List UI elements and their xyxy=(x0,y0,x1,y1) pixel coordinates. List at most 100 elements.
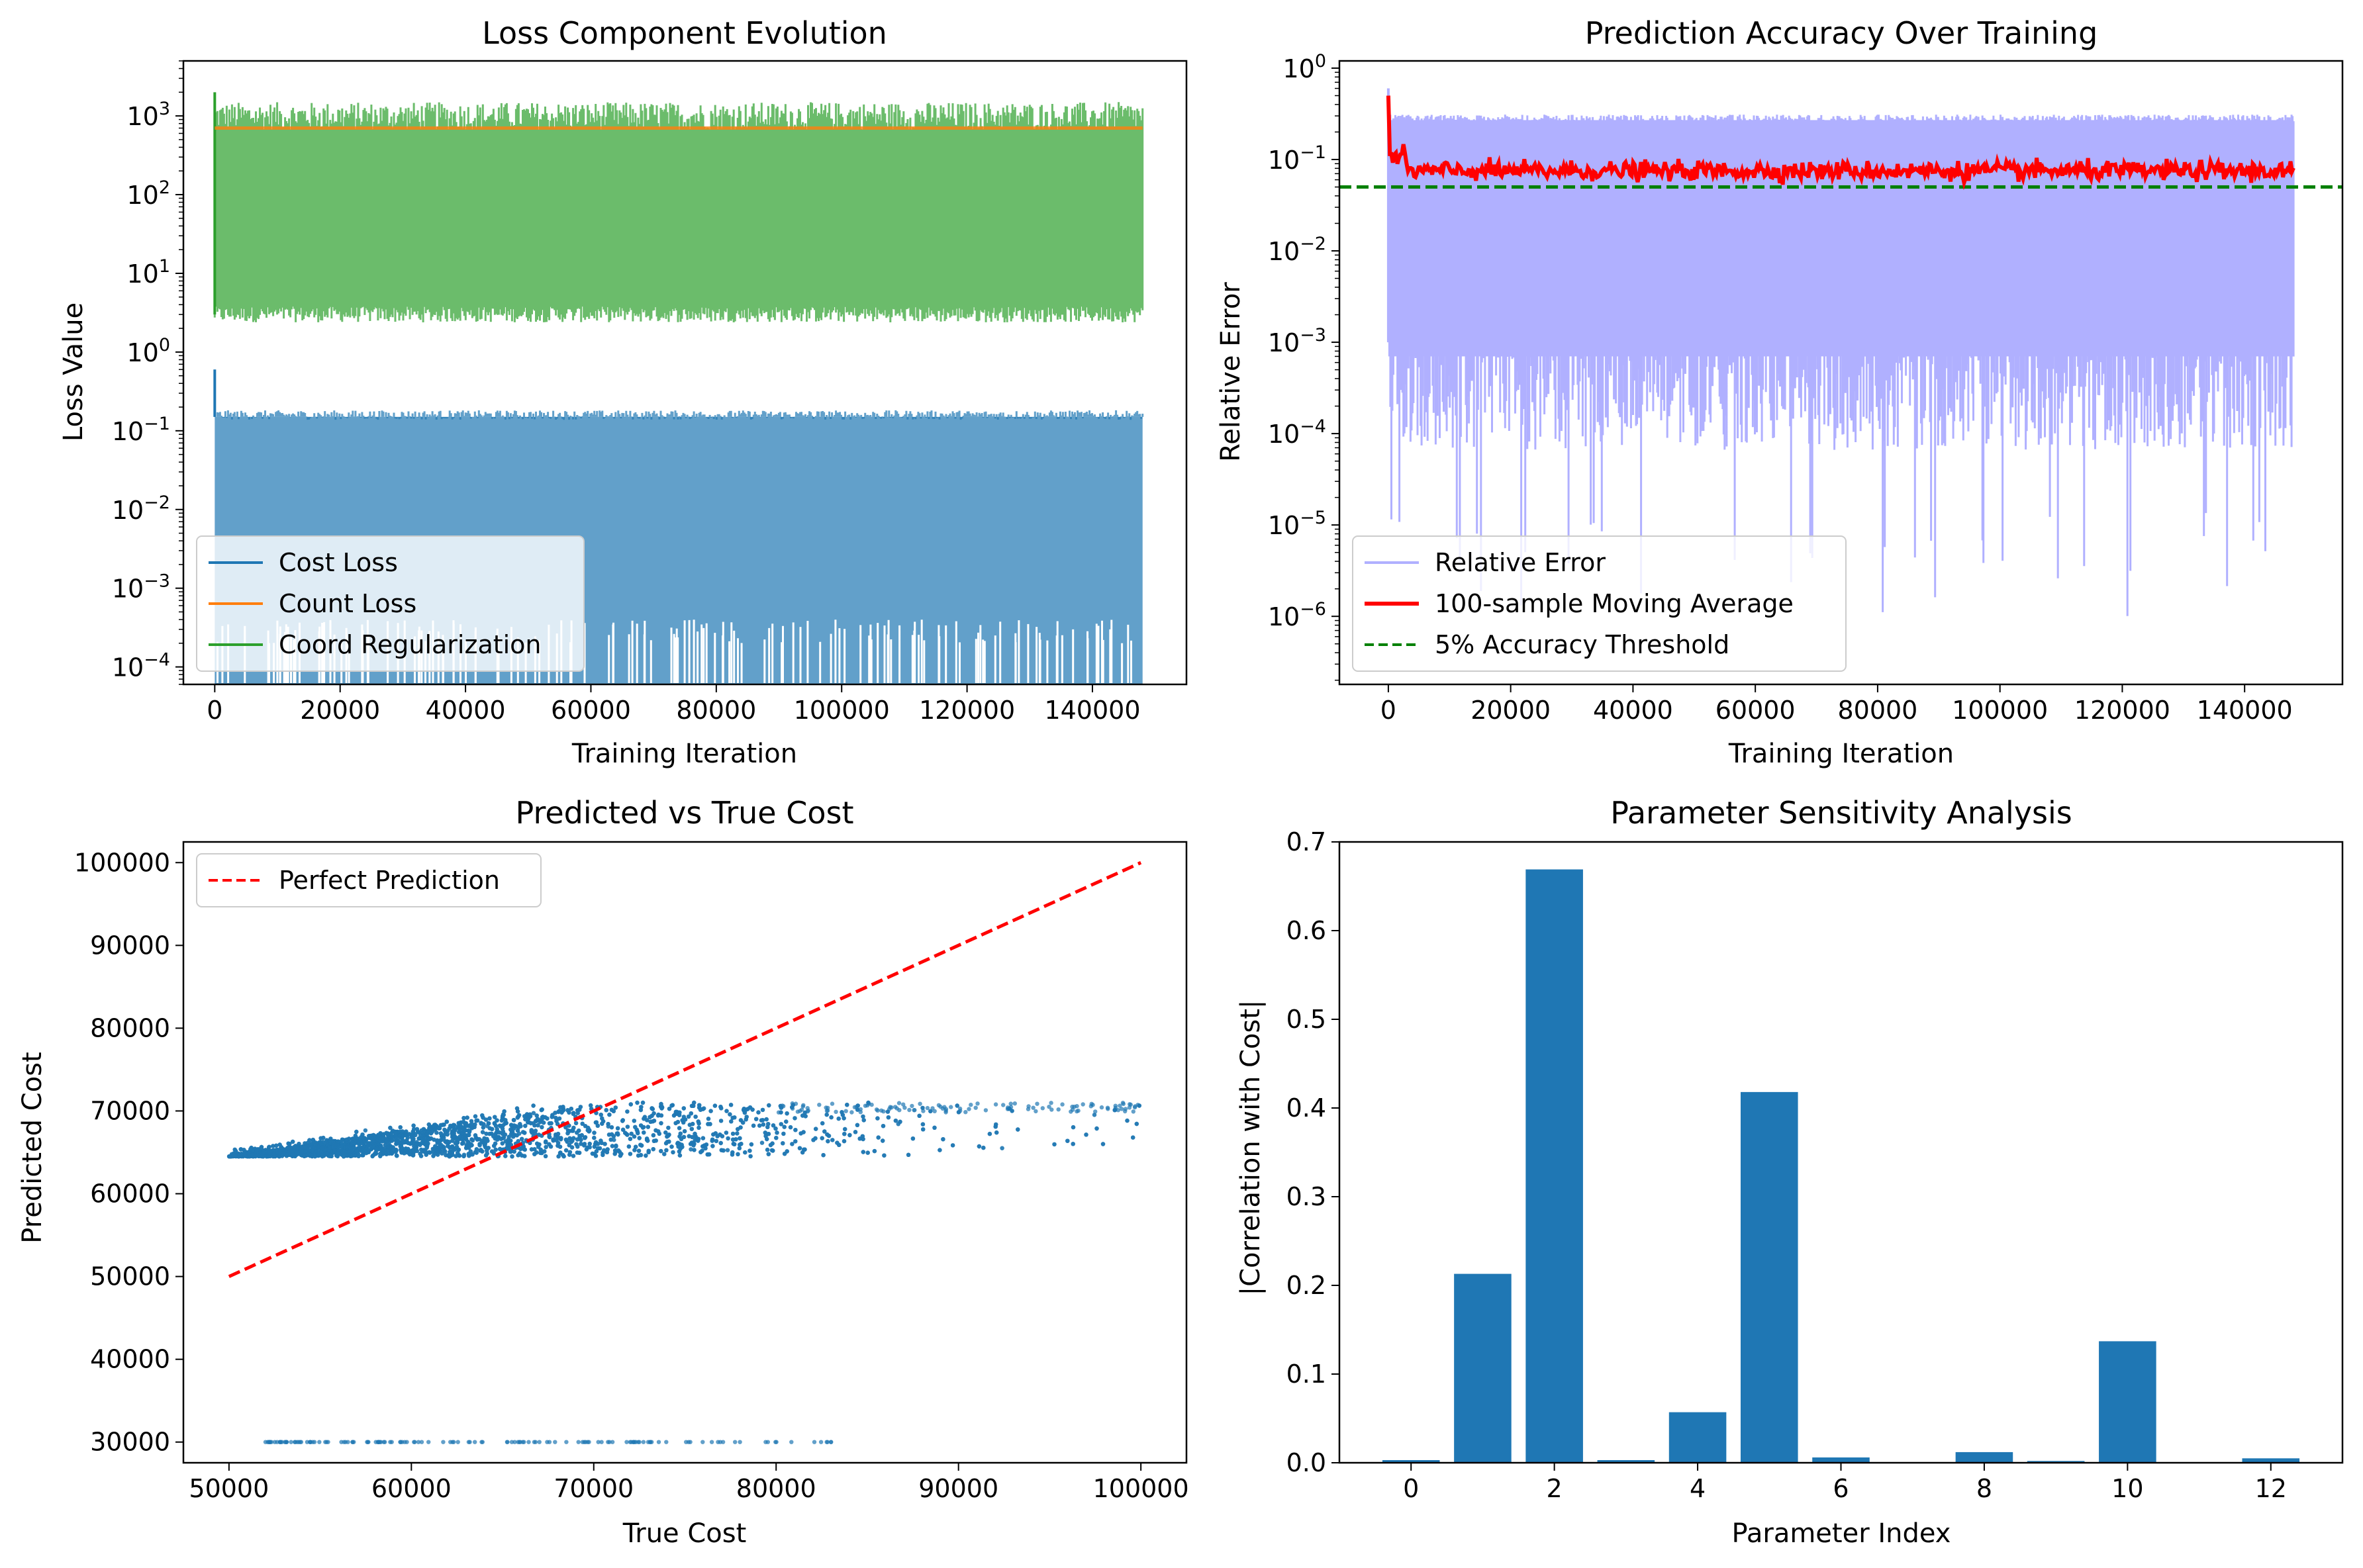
scatter-point xyxy=(757,1123,762,1128)
y-tick-exponent: −3 xyxy=(1300,325,1326,346)
scatter-point xyxy=(1000,1146,1004,1150)
scatter-point xyxy=(506,1134,511,1139)
scatter-point xyxy=(440,1151,444,1156)
scatter-point xyxy=(1094,1126,1099,1131)
y-tick-exponent: −2 xyxy=(144,492,170,513)
y-tick-base: 10 xyxy=(1268,420,1300,449)
y-tick-base: 10 xyxy=(1268,602,1300,631)
scatter-point xyxy=(484,1131,489,1136)
scatter-point xyxy=(659,1121,663,1126)
y-tick-label: 10−6 xyxy=(1268,599,1326,631)
y-tick-exponent: −4 xyxy=(1300,416,1326,437)
scatter-point xyxy=(635,1100,640,1105)
scatter-point xyxy=(775,1130,779,1135)
scatter-point xyxy=(677,1153,683,1158)
scatter-point xyxy=(612,1138,616,1142)
scatter-point xyxy=(793,1128,798,1132)
y-axis-label: Loss Value xyxy=(58,302,89,441)
scatter-point xyxy=(836,1116,841,1121)
scatter-point xyxy=(554,1115,558,1121)
scatter-point xyxy=(726,1136,730,1141)
scatter-point xyxy=(797,1146,802,1150)
scatter-point xyxy=(444,1119,449,1124)
y-axis-label: Relative Error xyxy=(1216,282,1246,462)
scatter-point xyxy=(766,1122,771,1127)
scatter-point xyxy=(500,1141,505,1146)
coord-regularization-line xyxy=(213,102,1144,322)
scatter-point xyxy=(766,1152,771,1156)
scatter-point xyxy=(737,1146,742,1151)
y-tick-label: 10−5 xyxy=(1268,508,1326,540)
scatter-point xyxy=(1016,1127,1020,1132)
scatter-point xyxy=(917,1113,922,1119)
scatter-point xyxy=(689,1147,693,1152)
scatter-point xyxy=(626,1144,632,1149)
y-tick-exponent: 2 xyxy=(159,177,170,198)
y-tick-base: 10 xyxy=(112,653,144,682)
y-tick-base: 10 xyxy=(126,102,158,131)
y-tick-base: 10 xyxy=(1268,511,1300,540)
scatter-point xyxy=(1071,1125,1076,1130)
y-tick-base: 10 xyxy=(126,338,158,367)
scatter-point xyxy=(774,1136,779,1140)
scatter-point xyxy=(354,1129,359,1134)
scatter-point xyxy=(531,1111,536,1115)
x-tick-label: 140000 xyxy=(2197,696,2293,725)
scatter-point xyxy=(822,1129,827,1134)
scatter-point xyxy=(534,1113,539,1118)
x-tick-label: 0 xyxy=(207,696,222,725)
legend-label: Coord Regularization xyxy=(279,630,542,659)
y-tick-label: 10−1 xyxy=(112,414,170,446)
y-tick-exponent: 0 xyxy=(159,335,170,355)
y-tick-exponent: −1 xyxy=(1300,142,1326,163)
y-tick-label: 10−2 xyxy=(112,492,170,525)
chart-title: Predicted vs True Cost xyxy=(516,795,854,831)
scatter-point xyxy=(592,1130,597,1135)
scatter-point xyxy=(788,1125,793,1130)
scatter-point xyxy=(845,1103,849,1107)
scatter-point xyxy=(563,1148,569,1153)
y-tick-label: 10−2 xyxy=(1268,234,1326,266)
y-tick-label: 101 xyxy=(126,256,170,289)
x-tick-label: 100000 xyxy=(794,696,890,725)
x-tick-label: 140000 xyxy=(1044,696,1140,725)
scatter-point xyxy=(398,1125,403,1130)
scatter-point xyxy=(623,1130,628,1135)
scatter-point xyxy=(555,1143,560,1148)
scatter-point xyxy=(579,1142,583,1146)
loss-component-evolution-panel: Loss Component Evolution Training Iterat… xyxy=(58,15,1188,769)
scatter-point xyxy=(682,1129,687,1134)
scatter-point xyxy=(981,1145,986,1150)
y-tick-label: 100 xyxy=(126,335,170,367)
scatter-point xyxy=(640,1100,646,1105)
scatter-point xyxy=(503,1154,508,1158)
scatter-point xyxy=(569,1145,575,1150)
x-axis-label: True Cost xyxy=(622,1518,747,1549)
scatter-point xyxy=(611,1134,616,1138)
y-axis-label: Predicted Cost xyxy=(17,1052,48,1243)
x-tick-label: 80000 xyxy=(1837,696,1917,725)
scatter-point xyxy=(620,1127,626,1132)
scatter-point xyxy=(1100,1142,1106,1146)
x-tick-label: 60000 xyxy=(1715,696,1796,725)
prediction-accuracy-panel: Prediction Accuracy Over Training Traini… xyxy=(1216,15,2344,769)
scatter-point xyxy=(644,1153,648,1158)
legend-label: 5% Accuracy Threshold xyxy=(1435,630,1729,659)
y-tick-label: 102 xyxy=(126,177,170,210)
y-tick-exponent: −6 xyxy=(1300,599,1326,620)
scatter-point xyxy=(876,1135,881,1140)
scatter-point xyxy=(687,1134,692,1138)
moving-average-line xyxy=(1386,95,2295,191)
scatter-point xyxy=(625,1125,630,1129)
scatter-point xyxy=(677,1149,682,1154)
chart-title: Prediction Accuracy Over Training xyxy=(1585,15,2098,51)
scatter-point xyxy=(767,1103,771,1108)
scatter-point xyxy=(793,1139,798,1144)
scatter-point xyxy=(692,1100,697,1105)
x-tick-label: 120000 xyxy=(919,696,1015,725)
legend-label: Count Loss xyxy=(279,589,416,618)
scatter-point xyxy=(363,1128,368,1133)
legend-label: Relative Error xyxy=(1435,548,1606,577)
scatter-point xyxy=(461,1116,466,1121)
y-tick-base: 10 xyxy=(126,259,158,289)
